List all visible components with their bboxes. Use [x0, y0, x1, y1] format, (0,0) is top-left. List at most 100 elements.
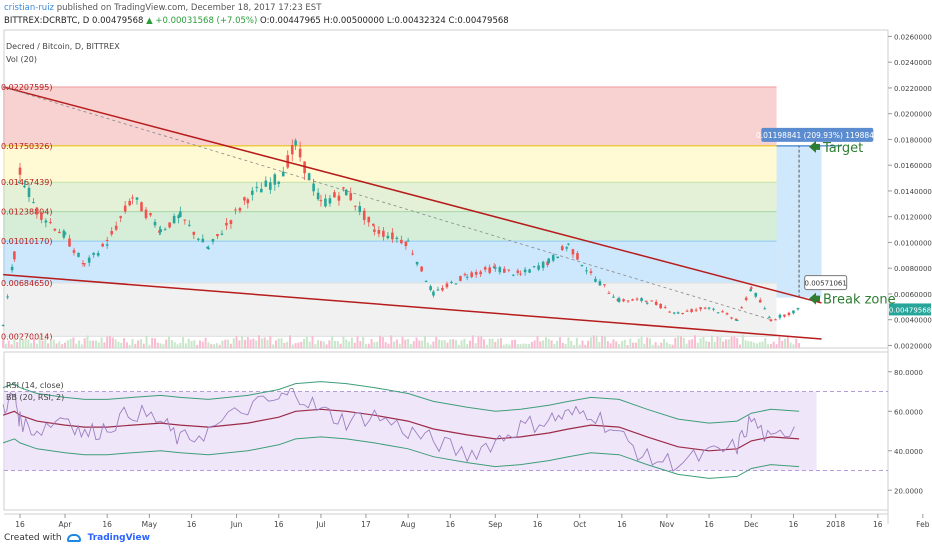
- volume-bar: [238, 340, 241, 348]
- volume-bar: [61, 344, 64, 348]
- volume-bar: [587, 340, 590, 348]
- volume-bar: [232, 338, 235, 348]
- candle-body: [349, 193, 353, 201]
- volume-bar: [601, 335, 604, 348]
- volume-bar: [393, 341, 396, 348]
- candle-body: [507, 269, 511, 271]
- volume-bar: [291, 344, 294, 348]
- volume-bar: [345, 339, 348, 348]
- candle-body: [27, 187, 31, 197]
- candle-body: [324, 198, 327, 207]
- volume-bar: [646, 337, 649, 348]
- volume-bar: [688, 339, 691, 348]
- volume-bar: [4, 343, 7, 348]
- volume-bar: [663, 338, 666, 348]
- volume-bar: [474, 343, 477, 348]
- candle-body: [264, 180, 268, 187]
- volume-bar: [162, 344, 165, 348]
- volume-bar: [418, 340, 421, 348]
- candle-body: [144, 209, 148, 219]
- lower-trendline: [3, 273, 822, 340]
- volume-bar: [224, 339, 227, 348]
- candle-body: [792, 310, 795, 314]
- bb-upper-line: [2, 381, 800, 424]
- candle-body: [740, 307, 743, 309]
- volume-bar: [117, 341, 120, 348]
- candle-body: [585, 270, 588, 272]
- volume-bar: [466, 344, 469, 348]
- time-axis-label: Apr: [59, 520, 73, 529]
- candle-body: [281, 171, 285, 177]
- volume-bar: [665, 342, 668, 348]
- volume-bar: [744, 340, 747, 348]
- volume-bar: [38, 335, 41, 348]
- volume-bar: [485, 344, 488, 348]
- volume-bar: [258, 335, 261, 348]
- candle-body: [68, 238, 71, 247]
- volume-bar: [159, 343, 162, 348]
- volume-bar: [173, 342, 176, 348]
- volume-bar: [508, 344, 511, 348]
- candle-body: [622, 299, 625, 302]
- candle-body: [424, 281, 428, 283]
- candle-body: [391, 232, 394, 240]
- author-link[interactable]: cristian-ruiz: [4, 3, 55, 13]
- volume-bar: [494, 342, 497, 348]
- volume-bar: [660, 342, 663, 348]
- tradingview-brand[interactable]: TradingView: [87, 533, 150, 543]
- candle-body: [319, 200, 323, 202]
- volume-bar: [182, 337, 185, 348]
- volume-bar: [322, 341, 325, 348]
- candle-body: [168, 222, 171, 228]
- candle-body: [571, 249, 575, 255]
- volume-bar: [246, 337, 249, 348]
- volume-bar: [100, 337, 103, 348]
- volume-bar: [97, 342, 100, 348]
- fib-band: [3, 86, 777, 146]
- volume-bar: [196, 344, 199, 348]
- volume-bar: [89, 340, 92, 348]
- volume-bar: [94, 340, 97, 348]
- volume-bar: [350, 337, 353, 348]
- candle-body: [598, 281, 602, 286]
- symbol-info: BITTREX:DCRBTC, D 0.00479568 ▲ +0.000315…: [4, 16, 509, 26]
- candle-body: [650, 300, 653, 302]
- time-axis-label: 16: [274, 520, 284, 529]
- bb-legend: BB (20, RSI, 2): [6, 393, 65, 402]
- volume-bar: [387, 343, 390, 348]
- volume-bar: [249, 339, 252, 348]
- volume-bar: [491, 338, 494, 348]
- candle-body: [255, 186, 259, 188]
- volume-bar: [595, 335, 598, 348]
- time-axis-label: Jul: [315, 520, 325, 529]
- candle-body: [246, 199, 250, 204]
- candle-body: [744, 297, 748, 301]
- volume-bar: [741, 335, 744, 348]
- volume-bar: [221, 340, 224, 348]
- time-axis-label: May: [142, 520, 158, 529]
- candle-body: [211, 239, 215, 242]
- candle-body: [373, 229, 376, 232]
- candle-body: [626, 300, 630, 302]
- candle-body: [312, 183, 315, 192]
- volume-bar: [657, 344, 660, 348]
- volume-bar: [612, 339, 615, 348]
- volume-bar: [629, 338, 632, 348]
- volume-bar: [314, 344, 317, 348]
- fib-level-label: 0.00270014): [1, 332, 52, 341]
- candle-body: [243, 197, 246, 201]
- candle-body: [488, 267, 491, 273]
- candle-body: [725, 313, 729, 315]
- volume-bar: [525, 343, 528, 348]
- volume-bar: [218, 344, 221, 348]
- volume-bar: [376, 341, 379, 348]
- volume-bar: [168, 336, 171, 348]
- volume-bar: [772, 341, 775, 348]
- candle-body: [6, 296, 9, 298]
- volume-bar: [379, 335, 381, 348]
- volume-legend: Vol (20): [6, 55, 37, 64]
- volume-bar: [716, 336, 719, 348]
